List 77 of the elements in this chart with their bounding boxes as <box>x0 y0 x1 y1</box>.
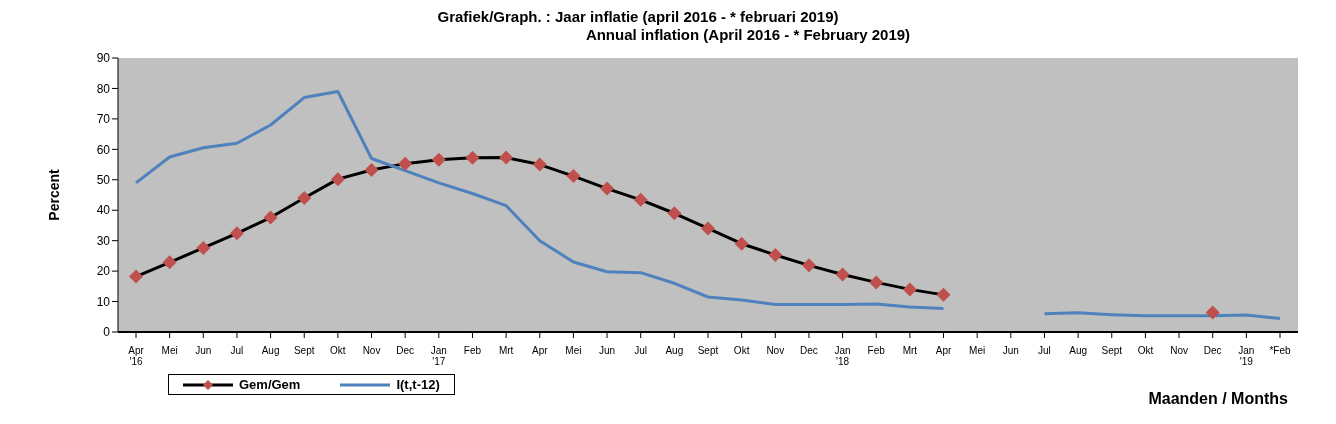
x-tick-label: Mrt <box>498 345 514 356</box>
x-tick-label: Jun <box>195 345 212 356</box>
x-tick-label: Jul <box>634 345 648 356</box>
point <box>667 206 682 221</box>
point <box>297 191 312 206</box>
x-tick-label: Apr <box>531 345 549 356</box>
x-tick-label: Apr <box>935 345 952 356</box>
x-tick-label: Feb <box>463 345 482 356</box>
x-tick-label: Jul <box>1038 345 1051 356</box>
x-tick-label: Dec <box>396 345 415 356</box>
y-tick-label: 80 <box>96 81 111 96</box>
point <box>600 181 615 196</box>
x-tick-label: Jan '17 <box>430 345 447 367</box>
point <box>465 150 480 165</box>
chart-subtitle: Annual inflation (April 2016 - * February 2019) <box>584 26 912 44</box>
x-tick-label: Nov <box>766 345 785 356</box>
y-tick-label: 0 <box>103 325 111 340</box>
point <box>263 210 278 225</box>
point <box>532 157 547 172</box>
point <box>869 275 884 290</box>
point <box>196 240 211 255</box>
point <box>734 236 749 251</box>
x-tick-label: Aug <box>1069 345 1088 356</box>
point <box>398 156 413 171</box>
x-tick-label: Mei <box>565 345 582 356</box>
x-tick-label: Feb <box>867 345 886 356</box>
x-tick-label: Mei <box>969 345 986 356</box>
x-tick-label: Jul <box>230 345 244 356</box>
chart-title: Grafiek/Graph. : Jaar inflatie (april 2016 - * februari 2019) <box>436 8 840 26</box>
legend-label: Gem/Gem <box>238 377 301 392</box>
x-tick-label: *Feb <box>1269 345 1291 356</box>
x-axis-title: Maanden / Months <box>1148 390 1288 408</box>
x-tick-label: Okt <box>330 345 346 356</box>
x-tick-label: Sept <box>697 345 719 356</box>
x-tick-label: Sept <box>1101 345 1123 356</box>
x-tick-label: Jun <box>599 345 616 356</box>
x-tick-label: Mrt <box>902 345 918 356</box>
legend-label: I(t,t-12) <box>395 377 440 392</box>
x-tick-label: Okt <box>733 345 750 356</box>
x-tick-label: Aug <box>261 345 280 356</box>
x-tick-label: Apr '16 <box>128 345 145 367</box>
point <box>633 192 648 207</box>
y-axis-title: Percent <box>45 168 62 221</box>
x-tick-label: Jun <box>1002 345 1019 356</box>
point <box>902 282 917 297</box>
point <box>129 269 143 284</box>
x-tick-label: Nov <box>1170 345 1188 356</box>
x-tick-label: Aug <box>665 345 684 356</box>
y-tick-label: 90 <box>96 51 111 66</box>
point <box>768 247 783 262</box>
point <box>566 169 581 184</box>
y-tick-label: 30 <box>96 233 111 248</box>
point <box>936 287 951 302</box>
point <box>330 172 345 187</box>
y-tick-label: 60 <box>96 142 111 157</box>
x-tick-label: Okt <box>1137 345 1154 356</box>
y-tick-label: 10 <box>96 294 111 309</box>
point <box>364 163 379 178</box>
x-tick-label: Mei <box>161 345 178 356</box>
point <box>1205 305 1220 320</box>
point <box>801 258 816 273</box>
x-tick-label: Sept <box>293 345 315 356</box>
y-tick-label: 40 <box>96 203 111 218</box>
point <box>701 221 715 236</box>
point <box>229 226 244 241</box>
x-tick-label: Dec <box>800 345 818 356</box>
x-tick-label: Jan '18 <box>834 345 851 367</box>
y-tick-label: 20 <box>96 264 111 279</box>
point <box>835 267 850 282</box>
point <box>162 255 177 270</box>
point <box>499 150 514 165</box>
x-tick-label: Nov <box>362 345 381 356</box>
point <box>431 152 446 167</box>
y-tick-label: 50 <box>96 173 111 188</box>
x-tick-label: Dec <box>1203 345 1222 356</box>
y-tick-label: 70 <box>96 112 111 127</box>
x-tick-label: Jan '19 <box>1238 345 1255 367</box>
